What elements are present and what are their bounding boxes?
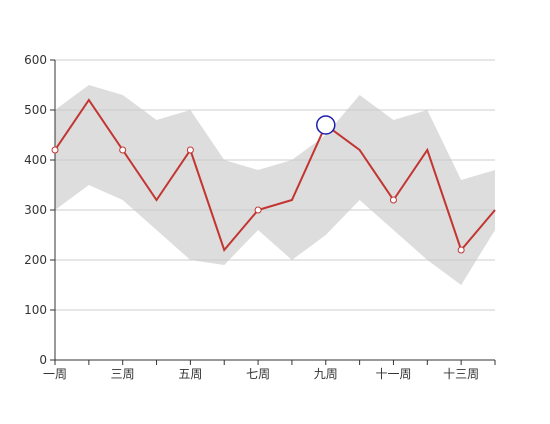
data-point xyxy=(389,196,397,204)
y-tick-label: 200 xyxy=(24,253,47,267)
y-tick-label: 600 xyxy=(24,53,47,67)
y-tick-label: 0 xyxy=(39,353,47,367)
series-line xyxy=(54,98,496,252)
data-point xyxy=(457,246,465,254)
data-point xyxy=(51,146,59,154)
confidence-band xyxy=(55,85,495,285)
y-tick-label: 400 xyxy=(24,153,47,167)
y-tick-label: 100 xyxy=(24,303,47,317)
x-tick-label: 三周 xyxy=(111,367,135,381)
x-tick-label: 十一周 xyxy=(375,367,411,381)
x-tick-label: 五周 xyxy=(178,367,202,381)
data-point xyxy=(186,146,194,154)
x-tick-label: 十三周 xyxy=(443,367,479,381)
y-tick-label: 300 xyxy=(24,203,47,217)
data-point xyxy=(254,206,262,214)
data-point xyxy=(119,146,127,154)
x-tick-label: 一周 xyxy=(43,367,67,381)
x-tick-label: 七周 xyxy=(246,367,270,381)
x-tick-label: 九周 xyxy=(314,367,338,381)
y-tick-label: 500 xyxy=(24,103,47,117)
highlight-point xyxy=(316,115,336,135)
